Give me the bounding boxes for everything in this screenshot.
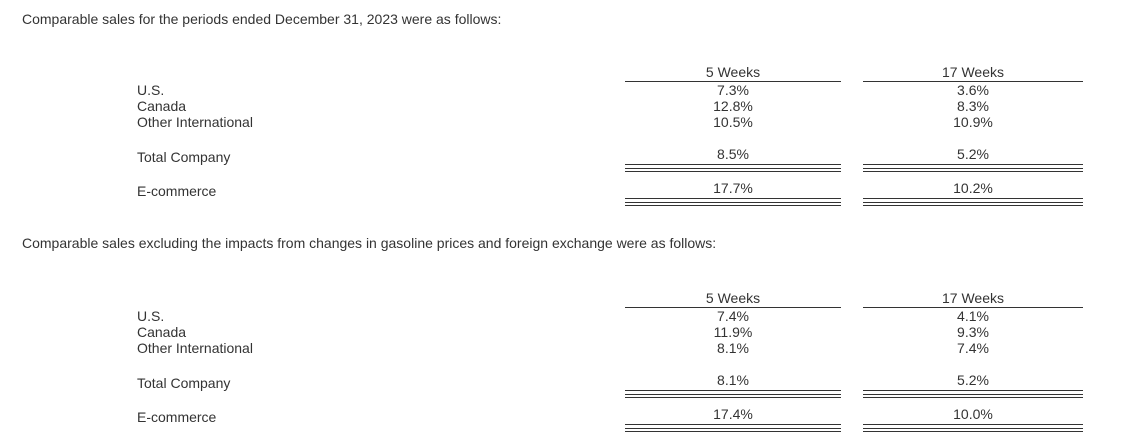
cell-value: 7.4% [957, 340, 989, 356]
row-label: Total Company [137, 149, 231, 165]
column-header-5-weeks: 5 Weeks [625, 290, 841, 308]
cell-value: 5.2% [863, 372, 1083, 391]
comparable-sales-ex-gas-fx-table: 5 Weeks 17 Weeks U.S. 7.4% 4.1% Canada 1… [22, 290, 1123, 432]
table-header-row: 5 Weeks 17 Weeks [22, 290, 1123, 308]
intro-paragraph-excluding-gas-fx: Comparable sales excluding the impacts f… [22, 235, 717, 251]
intro-paragraph-comparable-sales: Comparable sales for the periods ended D… [22, 11, 502, 27]
column-header-17-weeks: 17 Weeks [863, 64, 1083, 82]
double-rule [863, 168, 1083, 172]
cell-value: 3.6% [957, 82, 989, 98]
cell-value: 9.3% [957, 324, 989, 340]
row-label: E-commerce [137, 183, 217, 199]
row-label: Other International [137, 340, 253, 356]
column-header-5-weeks: 5 Weeks [625, 64, 841, 82]
table-row-other-international: Other International 10.5% 10.9% [22, 114, 1123, 130]
table-row-total-company: Total Company 8.5% 5.2% [22, 146, 1123, 165]
table-row-ecommerce: E-commerce 17.4% 10.0% [22, 406, 1123, 425]
cell-value: 5.2% [863, 146, 1083, 165]
cell-value: 17.7% [625, 180, 841, 199]
cell-value: 7.4% [717, 308, 749, 324]
row-label: U.S. [137, 308, 165, 324]
table-row-us: U.S. 7.3% 3.6% [22, 82, 1123, 98]
cell-value: 4.1% [957, 308, 989, 324]
cell-value: 11.9% [713, 324, 753, 340]
double-rule [625, 202, 841, 206]
table-row-ecommerce: E-commerce 17.7% 10.2% [22, 180, 1123, 199]
cell-value: 12.8% [713, 98, 753, 114]
double-rule-row [22, 168, 1123, 172]
column-header-17-weeks: 17 Weeks [863, 290, 1083, 308]
cell-value: 10.9% [953, 114, 993, 130]
double-rule [625, 394, 841, 398]
cell-value: 10.0% [863, 406, 1083, 425]
cell-value: 10.2% [863, 180, 1083, 199]
row-label: U.S. [137, 82, 165, 98]
cell-value: 8.5% [625, 146, 841, 165]
row-label: Total Company [137, 375, 231, 391]
row-label: Canada [137, 324, 187, 340]
cell-value: 7.3% [717, 82, 749, 98]
double-rule [863, 394, 1083, 398]
double-rule [863, 202, 1083, 206]
comparable-sales-table: 5 Weeks 17 Weeks U.S. 7.3% 3.6% Canada 1… [22, 64, 1123, 206]
table-row-total-company: Total Company 8.1% 5.2% [22, 372, 1123, 391]
row-label: Other International [137, 114, 253, 130]
double-rule-row [22, 428, 1123, 432]
double-rule [625, 428, 841, 432]
cell-value: 8.1% [717, 340, 749, 356]
cell-value: 8.1% [625, 372, 841, 391]
cell-value: 10.5% [713, 114, 753, 130]
table-row-us: U.S. 7.4% 4.1% [22, 308, 1123, 324]
cell-value: 17.4% [625, 406, 841, 425]
table-row-canada: Canada 12.8% 8.3% [22, 98, 1123, 114]
row-label: Canada [137, 98, 187, 114]
cell-value: 8.3% [957, 98, 989, 114]
row-label: E-commerce [137, 409, 217, 425]
double-rule [863, 428, 1083, 432]
table-header-row: 5 Weeks 17 Weeks [22, 64, 1123, 82]
table-row-other-international: Other International 8.1% 7.4% [22, 340, 1123, 356]
double-rule-row [22, 394, 1123, 398]
double-rule [625, 168, 841, 172]
table-row-canada: Canada 11.9% 9.3% [22, 324, 1123, 340]
double-rule-row [22, 202, 1123, 206]
